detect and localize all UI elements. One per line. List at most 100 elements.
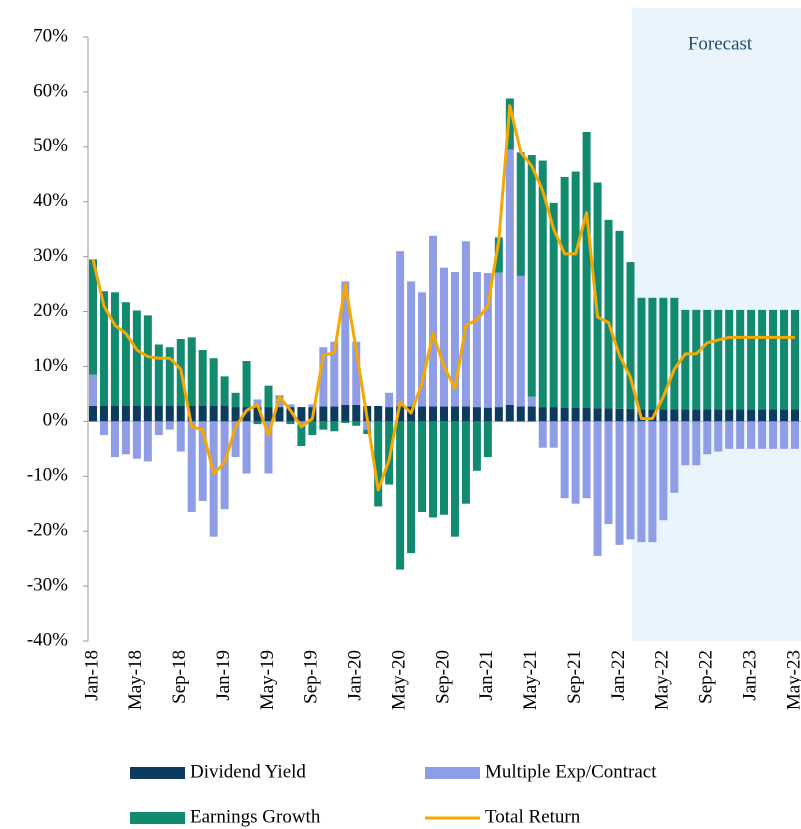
bar xyxy=(483,407,492,422)
bar xyxy=(670,297,679,410)
bar xyxy=(363,429,372,434)
bar xyxy=(758,409,767,422)
bar xyxy=(725,309,734,410)
bar xyxy=(352,341,361,405)
bar xyxy=(396,251,405,407)
bar xyxy=(505,404,514,422)
bar xyxy=(440,406,448,422)
bar xyxy=(692,309,701,410)
bar xyxy=(560,177,569,408)
bar xyxy=(714,421,723,452)
bar xyxy=(242,421,251,474)
bar xyxy=(560,407,569,422)
bar xyxy=(385,392,394,408)
bar xyxy=(209,421,218,537)
y-tick-label: -10% xyxy=(27,465,68,486)
bar xyxy=(703,421,712,455)
bar xyxy=(264,385,273,408)
bar xyxy=(648,421,657,543)
bar xyxy=(264,407,273,422)
bar xyxy=(286,407,295,422)
y-tick-label: 0% xyxy=(43,410,69,431)
bar xyxy=(253,399,262,408)
x-tick-label: May-20 xyxy=(388,650,409,710)
bar xyxy=(571,171,580,408)
bar xyxy=(154,344,163,406)
legend-label: Earnings Growth xyxy=(190,806,321,827)
bar xyxy=(780,409,789,422)
bar xyxy=(132,421,141,459)
x-tick-label: Jan-21 xyxy=(476,650,497,701)
bar xyxy=(187,337,196,406)
bar xyxy=(538,407,547,422)
bar xyxy=(769,421,778,449)
bar xyxy=(604,408,613,422)
bar xyxy=(429,235,438,407)
line xyxy=(91,104,795,492)
bar xyxy=(319,406,328,422)
bar xyxy=(341,281,350,405)
y-tick-label: 20% xyxy=(33,300,68,321)
legend-label: Dividend Yield xyxy=(190,761,306,782)
forecast-label: Forecast xyxy=(688,33,753,54)
bar xyxy=(253,421,262,425)
bar xyxy=(516,152,525,276)
bar xyxy=(637,421,646,543)
bar xyxy=(703,309,712,410)
bar xyxy=(461,421,470,504)
bar xyxy=(429,406,438,422)
bar xyxy=(593,182,602,409)
x-tick-label: Jan-18 xyxy=(81,650,102,701)
bar xyxy=(330,341,339,407)
bar xyxy=(527,155,536,397)
bar xyxy=(308,421,317,436)
bar xyxy=(429,421,438,518)
bar xyxy=(286,421,295,425)
bar xyxy=(769,409,778,422)
bar xyxy=(681,409,690,422)
x-tick-label: Sep-19 xyxy=(301,650,322,704)
bar xyxy=(692,421,701,466)
bar xyxy=(89,374,97,406)
bar xyxy=(582,407,591,422)
legend-swatch xyxy=(425,767,480,779)
bar xyxy=(297,407,306,422)
bar xyxy=(407,281,416,407)
bar xyxy=(253,407,262,422)
bar xyxy=(615,421,624,545)
bar xyxy=(472,272,481,408)
bar xyxy=(209,358,218,406)
bar xyxy=(319,347,328,407)
bar xyxy=(593,421,602,556)
bar xyxy=(176,405,185,422)
bar xyxy=(747,421,756,449)
legend-swatch xyxy=(130,767,185,779)
bar xyxy=(110,292,119,406)
bar xyxy=(374,421,383,507)
bar xyxy=(450,272,459,407)
bar xyxy=(341,421,350,424)
bar xyxy=(297,421,306,425)
bar xyxy=(725,421,734,449)
bar xyxy=(747,309,756,410)
y-tick-label: 60% xyxy=(33,80,68,101)
x-tick-label: May-21 xyxy=(520,650,541,710)
bar xyxy=(615,230,624,409)
y-tick-label: -20% xyxy=(27,520,68,541)
bar xyxy=(692,409,701,422)
bar xyxy=(736,309,745,410)
bar xyxy=(330,421,339,432)
bar xyxy=(659,297,668,410)
bar xyxy=(461,406,470,422)
bar xyxy=(121,302,130,406)
bar xyxy=(297,424,306,447)
bar xyxy=(659,409,668,422)
bar xyxy=(472,421,481,471)
x-tick-label: Jan-23 xyxy=(739,650,760,701)
bar xyxy=(791,421,799,449)
bar xyxy=(154,421,163,436)
bar xyxy=(483,273,492,408)
y-tick-label: 70% xyxy=(33,25,68,46)
bar xyxy=(747,409,756,422)
